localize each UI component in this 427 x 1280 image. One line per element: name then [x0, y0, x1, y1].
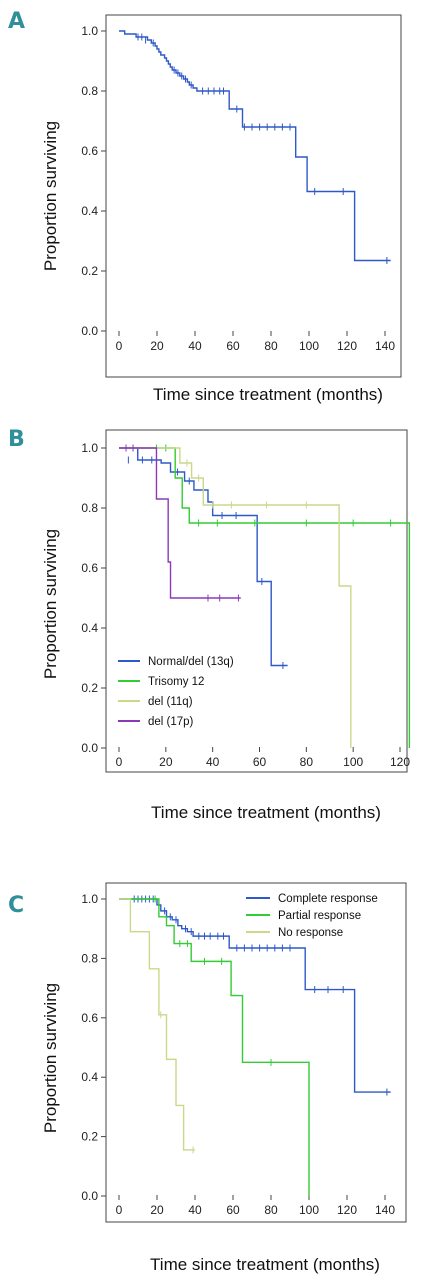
panel-b-y-tick-label: 1.0 — [81, 441, 98, 455]
panel-c-y-tick-label: 0.0 — [81, 1189, 98, 1203]
panel-b-y-tick-label: 0.4 — [81, 621, 98, 635]
panel-b-x-tick-label: 40 — [206, 755, 220, 769]
legend-label-trisomy-12: Trisomy 12 — [148, 676, 204, 688]
panel-b-del-17p-step-line — [119, 447, 241, 599]
panel-a-x-tick-label: 40 — [188, 339, 202, 353]
legend-label-del-17p: del (17p) — [148, 716, 194, 728]
panel-a-x-tick-label: 0 — [116, 339, 123, 353]
panel-b-x-tick-label: 80 — [300, 755, 314, 769]
panel-a-y-ticks: 0.0 0.2 0.4 0.6 0.8 1.0 — [81, 24, 106, 338]
panel-c-y-tick-label: 0.4 — [81, 1070, 98, 1084]
panel-a-plot-frame — [105, 14, 402, 378]
panel-a-y-axis-title: Proportion surviving — [41, 121, 60, 271]
panel-a-y-tick-label: 0.8 — [81, 84, 98, 98]
legend-label-no-response: No response — [278, 927, 343, 939]
panel-b-y-tick-label: 0.0 — [81, 741, 98, 755]
panel-b-letter: B — [8, 427, 25, 452]
panel-b-y-tick-label: 0.6 — [81, 561, 98, 575]
panel-c-x-tick-label: 60 — [226, 1203, 240, 1217]
panel-b-del-11q-step-line — [119, 447, 352, 748]
panel-a-x-tick-label: 20 — [150, 339, 164, 353]
panel-c-x-tick-label: 20 — [150, 1203, 164, 1217]
panel-b-y-axis-title: Proportion surviving — [41, 529, 60, 679]
panel-a-x-tick-label: 100 — [299, 339, 319, 353]
panel-c: C 0 20 40 60 80 100 120 140 0.00.20.40.60.81.0 … — [8, 882, 407, 1274]
panel-c-complete-response-step-line — [119, 898, 391, 1093]
panel-c-y-ticks: 0.0 0.2 0.4 0.6 0.8 1.0 — [81, 892, 106, 1203]
panel-c-x-axis-title: Time since treatment (months) — [150, 1255, 380, 1274]
panel-c-y-tick-label: 1.0 — [81, 892, 98, 906]
panel-b-x-tick-label: 20 — [159, 755, 173, 769]
panel-a-letter: A — [8, 9, 25, 34]
panel-a-x-tick-label: 60 — [226, 339, 240, 353]
panel-b-y-ticks: 0.0 0.2 0.4 0.6 0.8 1.0 — [81, 441, 106, 755]
panel-a-x-tick-label: 140 — [375, 339, 395, 353]
panel-a-y-tick-label: 0.2 — [81, 264, 98, 278]
panel-b-legend: Normal/del (13q) Trisomy 12 del (11q) de… — [118, 656, 234, 728]
panel-c-survival-curves — [119, 895, 391, 1196]
panel-b-x-tick-label: 60 — [253, 755, 267, 769]
panel-a-y-tick-label: 0.4 — [81, 204, 98, 218]
legend-label-partial-response: Partial response — [278, 910, 361, 922]
panel-b-trisomy-12-step-line — [119, 447, 411, 748]
panel-c-no-response-step-line — [119, 898, 195, 1151]
legend-label-normal-del-13q: Normal/del (13q) — [148, 656, 234, 668]
panel-c-x-tick-label: 40 — [188, 1203, 202, 1217]
panel-c-plot-frame — [105, 882, 407, 1223]
panel-c-y-axis-title: Proportion surviving — [41, 983, 60, 1133]
panel-b: B 0 20 40 60 80 100 120 0.0 0.2 0.4 0.6 0.8 1.0 Nor… — [8, 427, 410, 822]
panel-c-x-ticks: 0 20 40 60 80 100 120 140 — [116, 1195, 395, 1217]
panel-a-x-tick-label: 80 — [264, 339, 278, 353]
panel-a-y-tick-label: 1.0 — [81, 24, 98, 38]
panel-c-x-tick-label: 140 — [375, 1203, 395, 1217]
panel-a-x-ticks: 0 20 40 60 80 100 120 140 — [116, 331, 395, 353]
panel-b-x-ticks: 0 20 40 60 80 100 120 — [116, 747, 410, 769]
panel-b-normal-del-13q-step-line — [119, 447, 288, 667]
panel-c-x-tick-label: 0 — [116, 1203, 123, 1217]
legend-label-complete-response: Complete response — [278, 893, 378, 905]
panel-a-y-tick-label: 0.6 — [81, 144, 98, 158]
legend-label-del-11q: del (11q) — [148, 696, 193, 708]
panel-a-curve-step-line — [119, 30, 391, 262]
panel-c-legend: Complete response Partial response No re… — [246, 893, 378, 939]
panel-a-survival-curves — [119, 30, 391, 264]
panel-c-y-tick-label: 0.2 — [81, 1130, 98, 1144]
panel-b-x-tick-label: 100 — [343, 755, 363, 769]
panel-b-y-tick-label: 0.8 — [81, 501, 98, 515]
panel-b-y-tick-label: 0.2 — [81, 681, 98, 695]
panel-b-plot-frame — [105, 429, 408, 773]
panel-c-y-tick-label: 0.6 — [81, 1011, 98, 1025]
panel-b-x-tick-label: 120 — [390, 755, 410, 769]
panel-a: A 0 20 40 60 80 100 120 140 0.00.20.40.60.81.0 … — [8, 9, 402, 404]
panel-a-x-axis-title: Time since treatment (months) — [153, 385, 383, 404]
panel-c-x-tick-label: 100 — [299, 1203, 319, 1217]
panel-b-x-axis-title: Time since treatment (months) — [151, 803, 381, 822]
panel-c-letter: C — [8, 893, 24, 918]
panel-c-x-tick-label: 80 — [264, 1203, 278, 1217]
panel-c-x-tick-label: 120 — [337, 1203, 357, 1217]
panel-a-x-tick-label: 120 — [337, 339, 357, 353]
panel-b-x-tick-label: 0 — [116, 755, 123, 769]
panel-b-survival-curves — [119, 444, 411, 748]
panel-c-partial-response-step-line — [119, 898, 310, 1196]
panel-c-y-tick-label: 0.8 — [81, 951, 98, 965]
panel-a-y-tick-label: 0.0 — [81, 324, 98, 338]
